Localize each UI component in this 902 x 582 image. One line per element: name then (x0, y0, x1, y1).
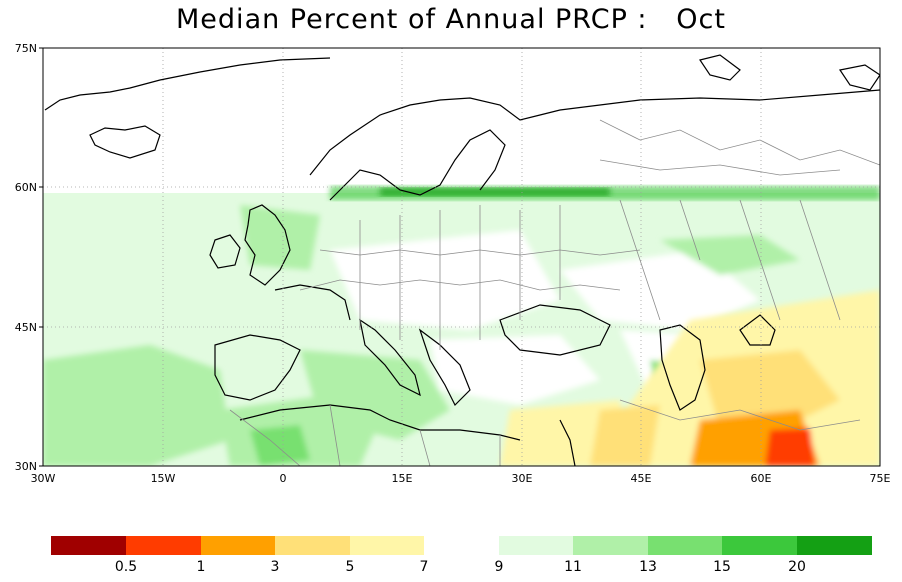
novaya-zemlya-coast (699, 54, 741, 81)
colorbar-label: 1 (197, 559, 206, 575)
colorbar-label: 15 (713, 559, 731, 575)
colorbar-swatch (722, 536, 797, 555)
lon-tick-label: 15E (392, 472, 413, 485)
lat-tick-label: 75N (15, 42, 37, 55)
border-line-3 (359, 205, 561, 350)
balkans-coast (418, 328, 471, 407)
lon-tick-label: 45E (631, 472, 652, 485)
france-coast (274, 284, 351, 321)
map-plot-area (43, 48, 880, 466)
colorbar-label: 3 (271, 559, 280, 575)
colorbar-label: 0.5 (115, 559, 137, 575)
colorbar-swatch (797, 536, 872, 555)
green-british-isles (240, 205, 320, 270)
great-britain-coast (244, 204, 291, 286)
colorbar-swatch (51, 536, 126, 555)
scandinavia-arctic-coast (309, 89, 880, 176)
colorbar-swatch (275, 536, 350, 555)
lat-tick-label: 60N (15, 181, 37, 194)
colorbar-swatch (350, 536, 424, 555)
border-line-8 (619, 399, 861, 431)
map-frame (42, 47, 881, 467)
lon-ticks: 30W 15W 0 15E 30E 45E 60E 75E (31, 472, 891, 485)
colorbar-label: 13 (639, 559, 657, 575)
lon-tick-label: 30W (31, 472, 56, 485)
border-line-6 (599, 159, 841, 176)
green-atlantic (43, 345, 230, 466)
black-sea-coast (499, 304, 611, 356)
greenland-coast (44, 57, 331, 111)
lon-tick-label: 0 (280, 472, 287, 485)
green-atlas (250, 425, 310, 466)
borders (229, 119, 880, 466)
map-title: Median Percent of Annual PRCP : Oct (176, 4, 726, 35)
iberia-coast (214, 334, 301, 401)
lon-tick-label: 75E (870, 472, 891, 485)
precip-shading (43, 186, 880, 466)
colorbar-swatch (648, 536, 722, 555)
colorbar-label: 20 (788, 559, 806, 575)
colorbar-label: 7 (420, 559, 429, 575)
ireland-coast (209, 234, 241, 269)
border-line-7 (229, 404, 501, 466)
colorbar-swatch (201, 536, 275, 555)
north-africa-coast (239, 404, 521, 441)
colorbar-swatch (424, 536, 499, 555)
dry-white-balkans (430, 335, 600, 405)
colorbar-swatch (499, 536, 573, 555)
lon-tick-label: 15W (151, 472, 176, 485)
edge-band-dark (380, 188, 610, 196)
colorbar-swatch (573, 536, 648, 555)
dry-white-central-europe (330, 230, 560, 330)
border-line-1 (299, 279, 621, 291)
aral-coast (739, 314, 776, 346)
dry-white-russia (560, 250, 760, 330)
baltic-coast (329, 129, 506, 201)
yellow-arabia (590, 405, 660, 466)
caspian-coast (659, 324, 706, 411)
border-line-5 (599, 119, 880, 166)
colorbar: 0.5 1 3 5 7 9 11 13 15 20 (51, 536, 872, 575)
lon-tick-label: 60E (751, 472, 772, 485)
map-grid (43, 48, 880, 466)
italy-coast (359, 318, 421, 397)
lat-tick-label: 30N (15, 460, 37, 473)
border-line-4 (619, 199, 841, 321)
iceland-coast (89, 125, 161, 159)
colorbar-label: 9 (495, 559, 504, 575)
red-afghanistan (765, 428, 815, 466)
colorbar-label: 5 (346, 559, 355, 575)
severnaya-coast (839, 64, 880, 91)
lat-ticks: 75N 60N 45N 30N (15, 42, 43, 473)
levant-coast (559, 419, 576, 466)
colorbar-label: 11 (564, 559, 582, 575)
colorbar-swatch (126, 536, 201, 555)
lon-tick-label: 30E (512, 472, 533, 485)
lat-tick-label: 45N (15, 321, 37, 334)
coastlines (44, 54, 880, 466)
